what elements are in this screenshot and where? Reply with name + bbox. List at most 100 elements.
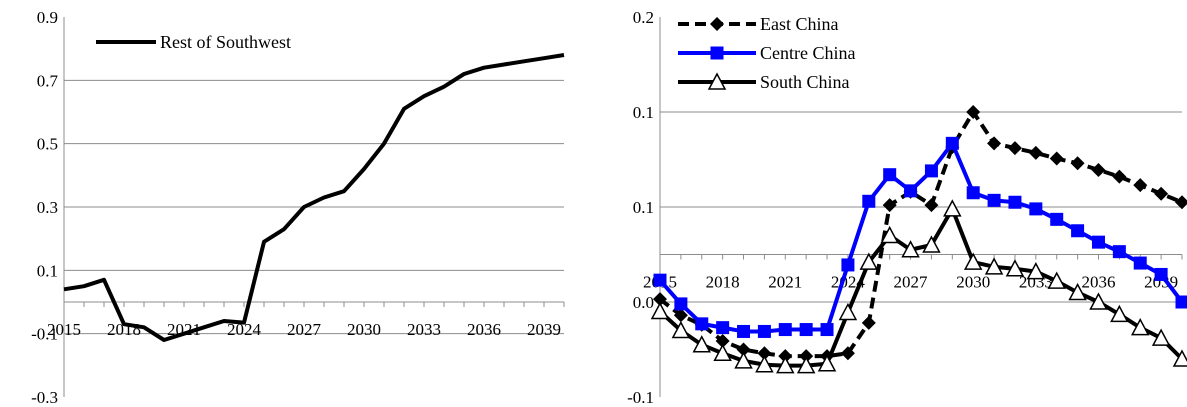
legend-entry: East China <box>678 14 839 34</box>
series-centre-china <box>653 136 1187 338</box>
legend-label: Rest of Southwest <box>160 32 291 52</box>
data-point <box>1151 328 1171 346</box>
x-tick-label: 2027 <box>287 320 322 339</box>
data-point <box>880 225 899 244</box>
series-east-china <box>653 105 1187 364</box>
data-point <box>1172 349 1187 367</box>
east-centre-south-china-chart: -0.10.00.10.10.2201520182021202420272030… <box>627 8 1187 407</box>
y-tick-label: 0.0 <box>633 293 654 312</box>
data-point <box>707 72 727 90</box>
data-point <box>883 168 897 182</box>
data-point <box>1050 212 1064 226</box>
data-point <box>1026 262 1046 280</box>
series-south-china <box>650 199 1187 374</box>
data-point <box>1175 295 1187 309</box>
data-point <box>1130 318 1150 336</box>
legend-entry: South China <box>678 72 850 92</box>
data-point <box>710 46 724 60</box>
data-point <box>671 320 691 339</box>
data-point <box>736 342 751 357</box>
data-point <box>838 302 858 321</box>
y-tick-label: 0.1 <box>633 198 654 217</box>
data-point <box>966 105 981 119</box>
data-point <box>987 193 1001 207</box>
data-point <box>1154 267 1168 281</box>
data-point <box>1091 162 1106 177</box>
data-point <box>653 292 667 307</box>
x-tick-label: 2036 <box>467 320 501 339</box>
data-point <box>1110 304 1129 323</box>
legend-entry: Rest of Southwest <box>96 32 291 52</box>
data-point <box>987 136 1002 151</box>
data-point <box>882 198 897 213</box>
x-tick-label: 2024 <box>227 320 262 339</box>
data-point <box>1091 235 1105 249</box>
data-point <box>966 186 980 200</box>
data-point <box>840 346 855 361</box>
x-tick-label: 2036 <box>1081 273 1115 292</box>
legend-label: Centre China <box>760 43 855 63</box>
x-tick-label: 2039 <box>527 320 561 339</box>
data-point <box>984 257 1004 275</box>
y-tick-label: -0.1 <box>31 325 58 344</box>
data-point <box>820 323 834 337</box>
data-point <box>1005 259 1025 277</box>
data-point <box>859 252 879 270</box>
y-tick-label: 0.7 <box>37 71 59 90</box>
data-point <box>710 17 724 31</box>
data-point <box>799 323 813 337</box>
data-point <box>861 315 876 330</box>
x-tick-label: 2021 <box>167 320 201 339</box>
data-point <box>695 317 709 331</box>
x-tick-label: 2015 <box>47 320 81 339</box>
data-point <box>901 240 920 258</box>
x-tick-label: 2021 <box>768 273 802 292</box>
data-point <box>1071 224 1085 238</box>
data-point <box>1008 195 1022 209</box>
data-point <box>1175 195 1187 210</box>
y-tick-label: 0.1 <box>37 261 58 280</box>
data-point <box>945 136 959 150</box>
data-point <box>737 324 751 338</box>
legend-entry: Centre China <box>678 43 855 63</box>
data-point <box>1089 292 1108 310</box>
data-point <box>796 356 816 374</box>
data-point <box>1068 282 1087 301</box>
data-point <box>963 252 983 270</box>
data-point <box>716 321 730 335</box>
data-point <box>1047 271 1066 289</box>
data-point <box>943 199 962 217</box>
data-point <box>757 324 771 338</box>
data-point <box>841 258 855 272</box>
data-point <box>734 351 753 369</box>
data-point <box>1029 202 1043 216</box>
data-point <box>692 335 712 353</box>
data-point <box>674 297 688 311</box>
data-point <box>1007 141 1022 156</box>
x-tick-label: 2027 <box>894 273 929 292</box>
x-tick-label: 2018 <box>706 273 740 292</box>
data-point <box>1112 169 1127 184</box>
data-point <box>715 333 730 348</box>
y-tick-label: -0.1 <box>627 388 654 407</box>
legend-label: East China <box>760 14 839 34</box>
data-point <box>778 323 792 337</box>
data-point <box>653 273 667 287</box>
data-point <box>922 235 941 253</box>
y-tick-label: 0.2 <box>633 8 654 27</box>
data-point <box>1049 151 1064 166</box>
series-line <box>63 53 565 342</box>
data-point <box>755 355 774 373</box>
y-tick-label: 0.3 <box>37 198 58 217</box>
data-point <box>1133 178 1148 193</box>
y-tick-label: 0.5 <box>37 135 58 154</box>
data-point <box>713 343 732 362</box>
data-point <box>1133 256 1147 270</box>
data-point <box>924 164 938 178</box>
data-point <box>650 301 670 320</box>
data-point <box>924 198 939 213</box>
x-tick-label: 2030 <box>347 320 381 339</box>
x-tick-label: 2033 <box>407 320 441 339</box>
